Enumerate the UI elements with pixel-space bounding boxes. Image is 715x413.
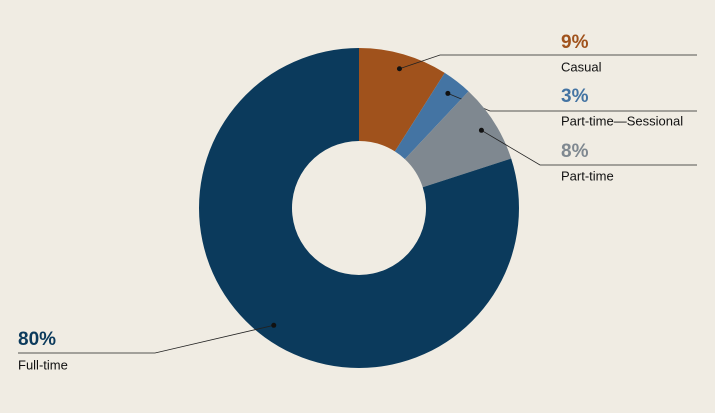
donut-slice [404, 91, 512, 188]
value-label: 9% [561, 32, 589, 53]
category-label: Part-time—Sessional [561, 113, 683, 128]
leader-dot [396, 66, 402, 72]
donut-slice [199, 48, 519, 368]
leader-line [399, 54, 697, 70]
category-label: Casual [561, 59, 602, 74]
category-label: Full-time [18, 357, 68, 372]
value-label: 80% [18, 329, 56, 350]
category-label: Part-time [561, 168, 614, 183]
leader-line [481, 129, 697, 166]
value-label: 8% [561, 141, 589, 162]
leader-dot [478, 127, 484, 133]
value-label: 3% [561, 86, 589, 107]
leader-line [18, 324, 274, 354]
donut-slice [359, 48, 445, 152]
leader-dot [271, 322, 277, 328]
leader-dot [445, 90, 451, 96]
